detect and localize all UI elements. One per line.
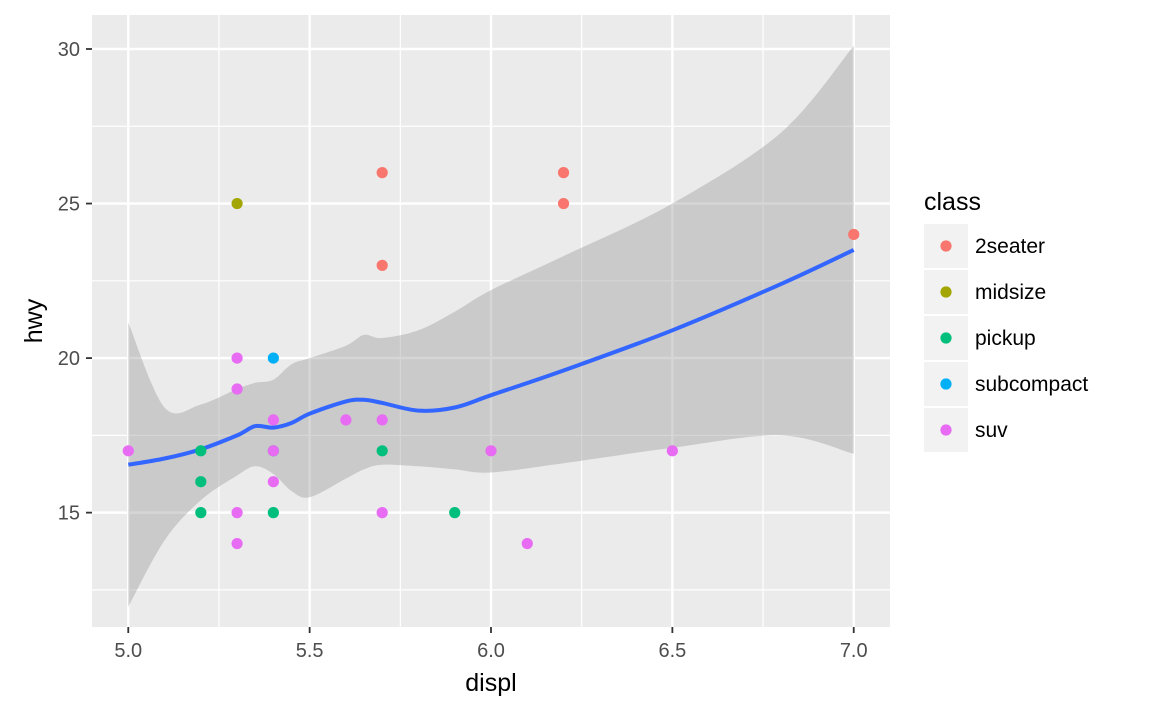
x-tick-label: 7.0	[840, 640, 868, 662]
legend-key-point	[940, 240, 952, 252]
point-suv	[267, 476, 279, 488]
point-2seater	[848, 228, 860, 241]
legend-key-point	[940, 332, 952, 344]
point-pickup	[449, 507, 461, 519]
point-pickup	[195, 507, 207, 519]
grid-major	[92, 15, 890, 627]
point-pickup	[376, 445, 388, 457]
point-suv	[485, 445, 497, 457]
x-axis-title: displ	[465, 669, 516, 697]
confidence-band	[128, 45, 854, 607]
legend-key-point	[940, 424, 952, 436]
point-suv	[666, 445, 678, 457]
legend-key-point	[940, 286, 952, 298]
y-tick-label: 20	[58, 348, 80, 370]
x-tick-label: 6.5	[658, 640, 686, 662]
point-suv	[231, 507, 243, 519]
point-midsize	[231, 197, 243, 210]
y-axis-title: hwy	[20, 298, 48, 343]
x-tick-label: 5.0	[114, 640, 142, 662]
legend-key-point	[940, 378, 952, 390]
points	[122, 167, 860, 550]
y-tick-label: 25	[58, 194, 80, 216]
point-2seater	[376, 167, 388, 179]
point-2seater	[557, 197, 570, 210]
y-axis: 15 20 25 30	[58, 39, 92, 525]
point-suv	[376, 414, 388, 426]
point-suv	[267, 445, 279, 457]
point-suv	[231, 383, 243, 395]
y-tick-label: 30	[58, 39, 80, 61]
legend-label: midsize	[975, 281, 1046, 304]
point-pickup	[195, 445, 207, 457]
legend: class 2seater midsize pickup subcompact suv	[924, 188, 1088, 452]
point-suv	[231, 537, 243, 550]
legend-label: subcompact	[975, 373, 1088, 396]
x-tick-label: 6.0	[477, 640, 505, 662]
point-suv	[231, 352, 243, 364]
point-suv	[376, 507, 388, 519]
x-axis: 5.0 5.5 6.0 6.5 7.0	[114, 627, 868, 662]
point-suv	[340, 414, 352, 426]
point-suv	[521, 537, 533, 550]
point-subcompact	[267, 352, 279, 364]
legend-label: 2seater	[975, 235, 1045, 258]
legend-title: class	[924, 188, 981, 216]
legend-label: suv	[975, 419, 1008, 442]
point-2seater	[557, 167, 570, 179]
legend-label: pickup	[975, 327, 1036, 350]
point-pickup	[267, 507, 279, 519]
point-suv	[267, 414, 279, 426]
smooth-line	[127, 248, 855, 467]
point-suv	[122, 445, 134, 457]
x-tick-label: 5.5	[296, 640, 324, 662]
point-2seater	[376, 259, 388, 271]
point-pickup	[195, 476, 207, 488]
y-tick-label: 15	[58, 503, 80, 525]
